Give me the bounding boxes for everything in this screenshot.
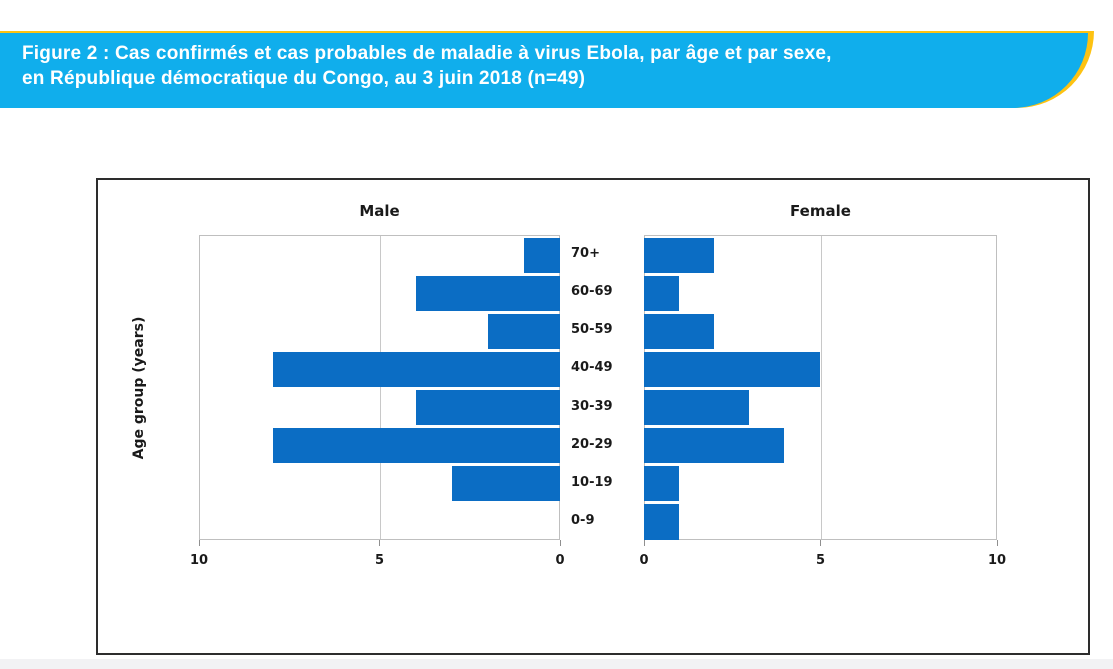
age-label-50-59: 50-59 bbox=[571, 322, 613, 338]
figure-title-line2: en République démocratique du Congo, au … bbox=[22, 68, 586, 89]
bar-male-20-29 bbox=[272, 428, 560, 464]
figure-chart-frame: Male Female Age group (years) 70+ 60-69 50… bbox=[96, 178, 1090, 655]
bar-female-70+ bbox=[644, 237, 715, 273]
tick-mark-female-5 bbox=[820, 540, 821, 546]
tick-mark-male-10 bbox=[198, 540, 200, 546]
figure-banner: Figure 2 : Cas confirmés et cas probable… bbox=[0, 33, 1088, 108]
age-label-60-69: 60-69 bbox=[571, 284, 613, 300]
female-gridline-5 bbox=[820, 236, 822, 539]
footer-strip bbox=[0, 659, 1113, 669]
figure-title-line1: Figure 2 : Cas confirmés et cas probable… bbox=[22, 43, 832, 64]
tick-mark-female-10 bbox=[996, 540, 998, 546]
bar-female-0-9 bbox=[644, 504, 680, 540]
age-label-0-9: 0-9 bbox=[571, 512, 595, 528]
tick-label-male-10: 10 bbox=[189, 553, 209, 568]
tick-label-male-5: 5 bbox=[374, 553, 385, 568]
age-label-40-49: 40-49 bbox=[571, 360, 613, 376]
tick-mark-male-5 bbox=[379, 540, 380, 546]
male-plot-area bbox=[199, 235, 560, 540]
age-label-20-29: 20-29 bbox=[571, 436, 613, 452]
tick-label-female-0: 0 bbox=[639, 553, 649, 568]
female-chart-title: Female bbox=[790, 202, 851, 220]
bar-male-10-19 bbox=[452, 466, 560, 502]
bar-female-40-49 bbox=[644, 351, 820, 387]
tick-mark-male-0 bbox=[559, 540, 561, 546]
age-label-10-19: 10-19 bbox=[571, 474, 613, 490]
tick-label-male-0: 0 bbox=[555, 553, 565, 568]
bar-female-50-59 bbox=[644, 313, 715, 349]
male-gridline-5 bbox=[379, 236, 381, 539]
age-label-30-39: 30-39 bbox=[571, 398, 613, 414]
tick-mark-female-0 bbox=[643, 540, 645, 546]
bar-male-40-49 bbox=[272, 351, 560, 387]
bar-male-70+ bbox=[524, 237, 560, 273]
bar-female-10-19 bbox=[644, 466, 680, 502]
male-chart-title: Male bbox=[359, 202, 400, 220]
bar-female-60-69 bbox=[644, 275, 680, 311]
bar-male-60-69 bbox=[416, 275, 560, 311]
y-axis-label: Age group (years) bbox=[131, 316, 147, 460]
bar-female-20-29 bbox=[644, 428, 785, 464]
age-label-70+: 70+ bbox=[571, 246, 600, 261]
bar-male-30-39 bbox=[416, 390, 560, 426]
tick-label-female-5: 5 bbox=[815, 553, 826, 568]
female-plot-area bbox=[644, 235, 997, 540]
figure-title: Figure 2 : Cas confirmés et cas probable… bbox=[22, 41, 832, 91]
tick-label-female-10: 10 bbox=[987, 553, 1007, 568]
age-group-labels: 70+ 60-69 50-59 40-49 30-39 20-29 10-19 0-9 bbox=[571, 235, 641, 540]
bar-male-50-59 bbox=[488, 313, 560, 349]
bar-female-30-39 bbox=[644, 390, 750, 426]
